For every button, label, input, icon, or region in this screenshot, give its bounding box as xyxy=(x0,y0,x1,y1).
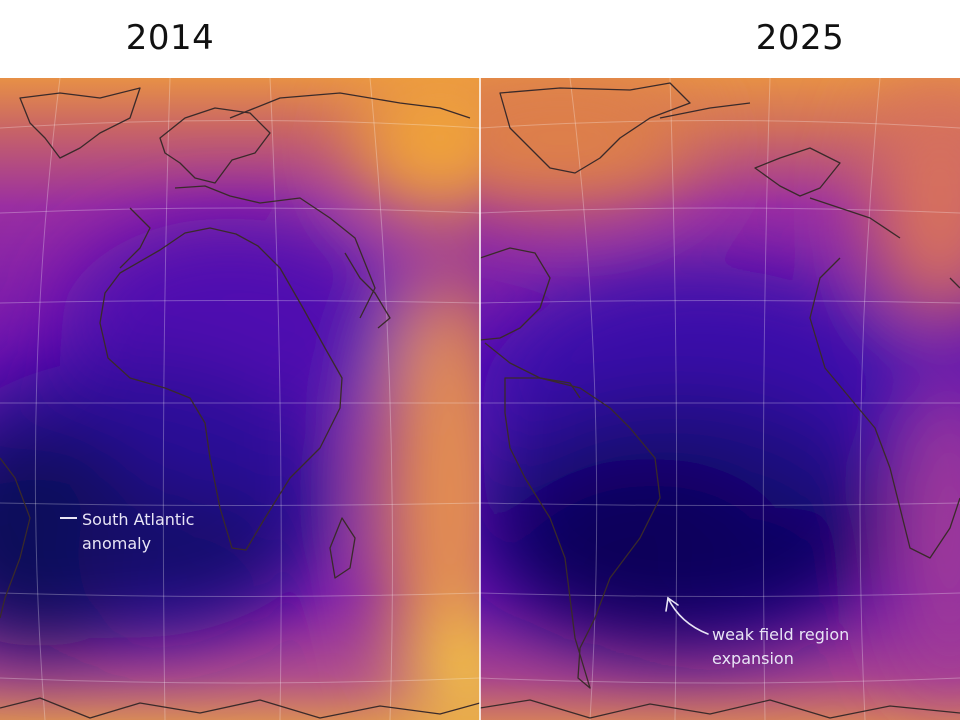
map-panel-2014 xyxy=(0,78,480,720)
coastline-2025 xyxy=(480,82,960,719)
field-map-2025 xyxy=(480,78,960,720)
year-label-2025: 2025 xyxy=(755,18,845,58)
south-atlantic-leader xyxy=(60,517,77,519)
field-map-2014 xyxy=(0,78,480,720)
coastline-2014 xyxy=(0,87,480,719)
graticule-2014 xyxy=(0,78,480,720)
weak-field-expansion-label: weak field region expansion xyxy=(712,625,850,668)
expansion-arrow xyxy=(665,596,709,635)
panel-divider xyxy=(479,78,481,720)
south-atlantic-anomaly-label: South Atlantic anomaly xyxy=(82,510,195,553)
year-label-2014: 2014 xyxy=(125,18,215,58)
map-panel-2025 xyxy=(480,78,960,720)
graticule-2025 xyxy=(480,78,960,720)
